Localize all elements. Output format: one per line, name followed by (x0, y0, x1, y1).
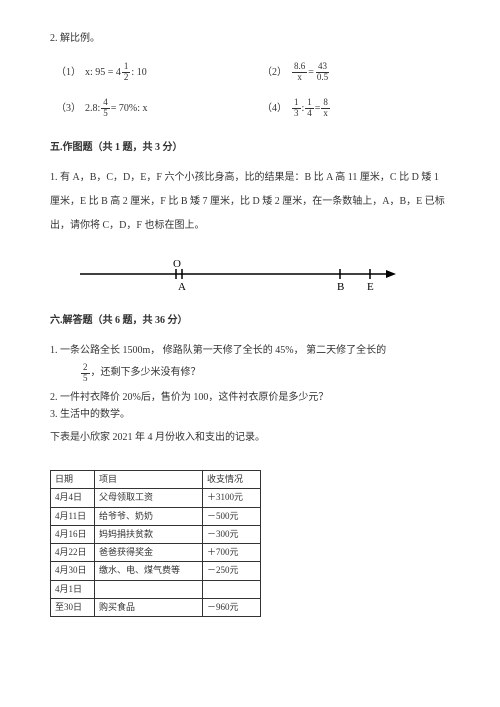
table-cell: －960元 (203, 599, 261, 617)
numerator: 1 (292, 98, 301, 108)
table-cell: 缴水、电、煤气费等 (95, 562, 203, 580)
equation-4: （4） 1 3 : 1 4 = 8 x (262, 97, 450, 119)
q6-3: 3. 生活中的数学。 (50, 406, 450, 423)
q6-1-line1: 1. 一条公路全长 1500m， 修路队第一天修了全长的 45%， 第二天修了全… (50, 339, 450, 363)
numerator: 1 (305, 98, 314, 108)
table-cell: －250元 (203, 562, 261, 580)
colon: : (302, 100, 305, 117)
denominator: 5 (81, 374, 90, 383)
q6-1-tail: ，还剩下多少米没有修？ (91, 363, 201, 383)
numerator: 2 (81, 363, 90, 373)
eq-text: = 70%: x (111, 100, 148, 117)
q6-2: 2. 一件衬衣降价 20%后，售价为 100，这件衬衣原价是多少元？ (50, 389, 450, 406)
fraction: 1 2 (122, 62, 131, 82)
label-b: B (337, 281, 344, 292)
equation-2: （2） 8.6 x = 43 0.5 (262, 61, 450, 83)
denominator: x (295, 73, 304, 82)
denominator: x (321, 109, 330, 118)
denominator: 3 (292, 109, 301, 118)
label-a: A (178, 281, 186, 292)
table-row: 日期 项目 收支情况 (51, 471, 261, 489)
eq-num: （2） (262, 64, 287, 81)
table-cell: 4月16日 (51, 525, 95, 543)
equation-1: （1） x: 95 = 4 1 2 : 10 (56, 61, 244, 83)
table-cell: 父母领取工资 (95, 489, 203, 507)
numerator: 4 (101, 98, 110, 108)
table-row: 4月30日缴水、电、煤气费等－250元 (51, 562, 261, 580)
eq-sign: = (308, 64, 314, 81)
question-2-title: 2. 解比例。 (50, 30, 450, 47)
eq-text: 2.8: (85, 100, 100, 117)
fraction: 43 0.5 (315, 62, 330, 82)
fraction: 1 3 (292, 98, 301, 118)
fraction: 2 5 (81, 363, 90, 383)
income-expense-table: 日期 项目 收支情况 4月4日父母领取工资＋3100元4月11日给爷爷、奶奶－5… (50, 470, 261, 617)
section-5-title: 五.作图题（共 1 题，共 3 分） (50, 139, 450, 156)
eq-num: （4） (262, 100, 287, 117)
eq-text: x: 95 = 4 (85, 64, 121, 81)
numerator: 8 (321, 98, 330, 108)
table-cell (203, 580, 261, 598)
table-row: 至30日购买食品－960元 (51, 599, 261, 617)
table-cell: 4月30日 (51, 562, 95, 580)
table-row: 4月22日爸爸获得奖金＋700元 (51, 544, 261, 562)
table-row: 4月1日 (51, 580, 261, 598)
table-cell: 爸爸获得奖金 (95, 544, 203, 562)
table-cell: 4月11日 (51, 507, 95, 525)
numerator: 1 (122, 62, 131, 72)
table-cell: ＋700元 (203, 544, 261, 562)
fraction: 8.6 x (292, 62, 307, 82)
fraction: 4 5 (101, 98, 110, 118)
label-e: E (367, 281, 374, 292)
denominator: 4 (305, 109, 314, 118)
table-cell: －300元 (203, 525, 261, 543)
table-cell: 给爷爷、奶奶 (95, 507, 203, 525)
th-date: 日期 (51, 471, 95, 489)
denominator: 2 (122, 73, 131, 82)
q6-3-body: 下表是小欣家 2021 年 4 月份收入和支出的记录。 (50, 429, 450, 446)
eq-sign: = (315, 100, 321, 117)
th-amount: 收支情况 (203, 471, 261, 489)
equations-grid: （1） x: 95 = 4 1 2 : 10 （2） 8.6 x = 43 0.… (50, 61, 450, 119)
table-cell: －500元 (203, 507, 261, 525)
th-item: 项目 (95, 471, 203, 489)
table-row: 4月4日父母领取工资＋3100元 (51, 489, 261, 507)
denominator: 0.5 (315, 73, 330, 82)
eq-num: （3） (56, 100, 81, 117)
section-6-title: 六.解答题（共 6 题，共 36 分） (50, 312, 450, 329)
table-cell: ＋3100元 (203, 489, 261, 507)
equation-3: （3） 2.8: 4 5 = 70%: x (56, 97, 244, 119)
label-o: O (173, 258, 181, 270)
table-cell: 4月4日 (51, 489, 95, 507)
table-row: 4月11日给爷爷、奶奶－500元 (51, 507, 261, 525)
denominator: 5 (101, 109, 110, 118)
table-cell (95, 580, 203, 598)
table-row: 4月16日妈妈捐扶贫款－300元 (51, 525, 261, 543)
fraction: 8 x (321, 98, 330, 118)
q6-1-line2: 2 5 ，还剩下多少米没有修？ (80, 363, 450, 383)
table-cell: 至30日 (51, 599, 95, 617)
section-5-body: 1. 有 A，B，C，D，E，F 六个小孩比身高，比的结果是：B 比 A 高 1… (50, 166, 450, 238)
number-line-diagram: O A B E (60, 256, 450, 298)
arrow-head-icon (386, 270, 396, 278)
fraction: 1 4 (305, 98, 314, 118)
eq-text: : 10 (131, 64, 146, 81)
table-cell: 4月1日 (51, 580, 95, 598)
numerator: 43 (316, 62, 329, 72)
eq-num: （1） (56, 64, 81, 81)
table-cell: 妈妈捐扶贫款 (95, 525, 203, 543)
table-cell: 4月22日 (51, 544, 95, 562)
numerator: 8.6 (292, 62, 307, 72)
table-cell: 购买食品 (95, 599, 203, 617)
